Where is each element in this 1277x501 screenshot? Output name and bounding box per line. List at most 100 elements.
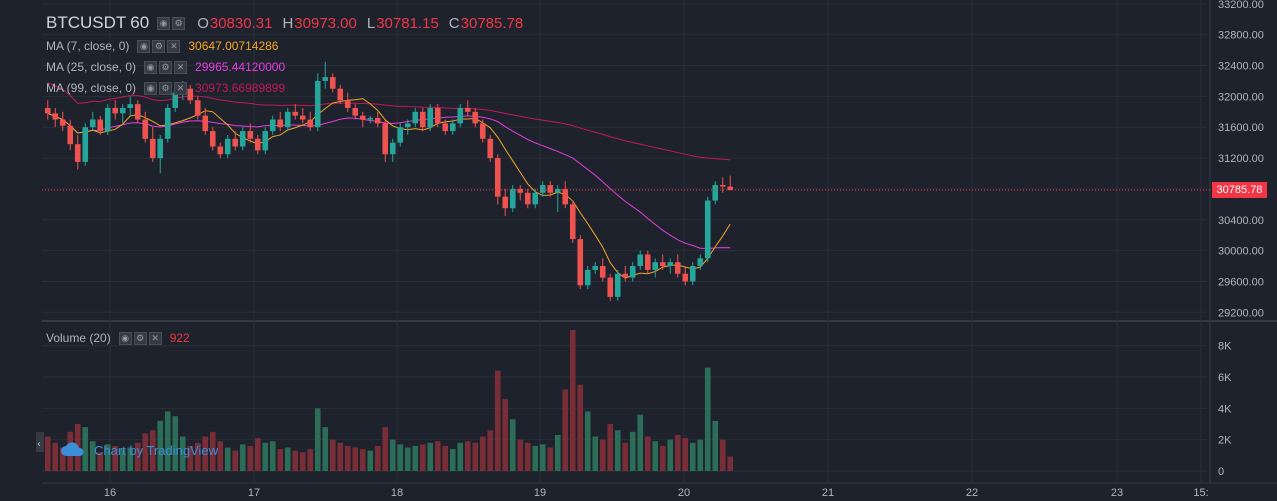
candle-body <box>652 262 659 270</box>
volume-tick-label: 8K <box>1218 341 1232 353</box>
candle-body <box>382 123 389 155</box>
candle-body <box>247 131 254 139</box>
candle-body <box>464 107 471 112</box>
candle-body <box>59 119 66 126</box>
settings-icon[interactable]: ⚙ <box>159 81 173 95</box>
eye-icon[interactable]: ◉ <box>157 16 171 30</box>
price-tick-label: 31600.00 <box>1218 122 1264 134</box>
time-tick-label: 22 <box>966 487 978 499</box>
time-tick-label: 16 <box>104 487 116 499</box>
settings-icon[interactable]: ⚙ <box>172 16 186 30</box>
ma7-line <box>47 98 731 279</box>
candle-body <box>682 273 689 282</box>
price-tick-label: 32000.00 <box>1218 91 1264 103</box>
volume-bar <box>427 442 434 471</box>
settings-icon[interactable]: ⚙ <box>159 60 173 74</box>
candle-body <box>442 123 449 132</box>
eye-icon[interactable]: ◉ <box>144 60 158 74</box>
volume-bar <box>419 444 426 471</box>
candle-body <box>479 123 486 139</box>
candle-body <box>172 92 179 108</box>
volume-bar <box>179 436 186 471</box>
price-tick-label: 30000.00 <box>1218 246 1264 258</box>
volume-bar <box>329 439 336 471</box>
volume-bar <box>262 442 269 471</box>
candle-body <box>52 113 59 120</box>
candle-body <box>277 119 284 128</box>
volume-bar <box>284 447 291 471</box>
candle-body <box>134 104 141 120</box>
candle-body <box>577 239 584 286</box>
volume-bar <box>442 445 449 471</box>
candle-body <box>674 262 681 274</box>
volume-bar <box>232 450 239 471</box>
candle-body <box>164 107 171 139</box>
candle-body <box>194 100 201 116</box>
candle-body <box>667 262 674 267</box>
settings-icon[interactable]: ⚙ <box>133 331 147 345</box>
candle-body <box>622 273 629 278</box>
candle-body <box>217 146 224 155</box>
candle-body <box>532 192 539 205</box>
ma25-legend[interactable]: MA (25, close, 0) ◉ ⚙ ✕ 29965.44120000 <box>46 60 285 74</box>
volume-bar <box>194 442 201 471</box>
candle-body <box>697 258 704 267</box>
ma99-line <box>47 82 731 161</box>
volume-bar <box>659 445 666 471</box>
volume-bar <box>727 456 734 471</box>
watermark-text: Chart by TradingView <box>94 442 219 458</box>
indicator-name: MA (7, close, 0) <box>46 39 130 53</box>
volume-bar <box>209 431 216 471</box>
volume-bar <box>82 427 89 471</box>
volume-bar <box>562 389 569 471</box>
candle-body <box>509 188 516 209</box>
candle-body <box>517 188 524 193</box>
volume-bar <box>97 452 104 471</box>
candle-body <box>82 127 89 162</box>
candle-body <box>329 77 336 89</box>
eye-icon[interactable]: ◉ <box>137 39 151 53</box>
volume-legend[interactable]: Volume (20) ◉ ⚙ ✕ 922 <box>46 331 190 345</box>
candle-body <box>614 273 621 297</box>
close-label: C <box>448 14 460 32</box>
volume-bar <box>592 436 599 471</box>
eye-icon[interactable]: ◉ <box>144 81 158 95</box>
close-icon[interactable]: ✕ <box>174 81 188 95</box>
volume-value: 922 <box>169 331 190 345</box>
volume-bar <box>449 449 456 471</box>
candle-body <box>419 111 426 128</box>
low-label: L <box>366 14 376 32</box>
candle-body <box>704 200 711 259</box>
candle-body <box>637 254 644 267</box>
candle-body <box>269 119 276 132</box>
candle-body <box>539 185 546 193</box>
volume-bar <box>577 384 584 471</box>
volume-bar <box>607 424 614 471</box>
close-icon[interactable]: ✕ <box>174 60 188 74</box>
volume-bar <box>52 442 59 471</box>
candle-body <box>284 111 291 128</box>
volume-bar <box>382 427 389 471</box>
volume-bar <box>172 416 179 471</box>
price-tick-label: 30400.00 <box>1218 215 1264 227</box>
ma7-legend[interactable]: MA (7, close, 0) ◉ ⚙ ✕ 30647.00714286 <box>46 39 278 53</box>
volume-tick-label: 0 <box>1218 466 1224 478</box>
ma99-legend[interactable]: MA (99, close, 0) ◉ ⚙ ✕ 30973.66989899 <box>46 81 285 95</box>
indicator-value: 30973.66989899 <box>195 81 286 95</box>
close-icon[interactable]: ✕ <box>167 39 181 53</box>
close-icon[interactable]: ✕ <box>148 331 162 345</box>
settings-icon[interactable]: ⚙ <box>152 39 166 53</box>
indicator-name: MA (99, close, 0) <box>46 81 137 95</box>
volume-bar <box>344 445 351 471</box>
candle-body <box>142 119 149 139</box>
eye-icon[interactable]: ◉ <box>118 331 132 345</box>
tradingview-watermark[interactable]: Chart by TradingView <box>60 440 218 460</box>
volume-bar <box>247 445 254 471</box>
volume-bar <box>89 441 96 471</box>
volume-bar <box>292 450 299 471</box>
candle-body <box>89 119 96 128</box>
volume-bar <box>187 445 194 471</box>
candle-body <box>584 269 591 286</box>
candle-body <box>487 138 494 159</box>
